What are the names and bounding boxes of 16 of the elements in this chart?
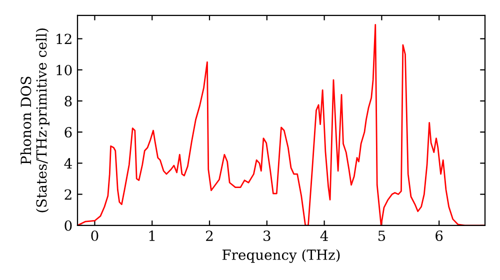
x-tick-label: 2 [206, 230, 213, 241]
y-tick-label: 4 [64, 158, 72, 168]
x-tick-label: 3 [264, 230, 270, 242]
y-axis-title: Phonon DOS (States/THz·primitive cell) [20, 28, 50, 212]
x-tick-label: 5 [378, 230, 386, 242]
y-tick-label: 10 [56, 64, 72, 76]
x-tick-label: 0 [91, 230, 98, 242]
x-tick-label: 1 [149, 230, 155, 241]
x-tick-label: 4 [320, 230, 328, 241]
x-tick-label: 6 [436, 230, 443, 242]
y-tick-label: 6 [64, 127, 72, 138]
y-tick-label: 8 [64, 96, 72, 106]
y-tick-label: 2 [64, 189, 72, 200]
y-tick-label: 0 [64, 220, 72, 231]
x-axis-title: Frequency (THz) [222, 249, 340, 263]
y-tick-label: 12 [56, 34, 72, 44]
